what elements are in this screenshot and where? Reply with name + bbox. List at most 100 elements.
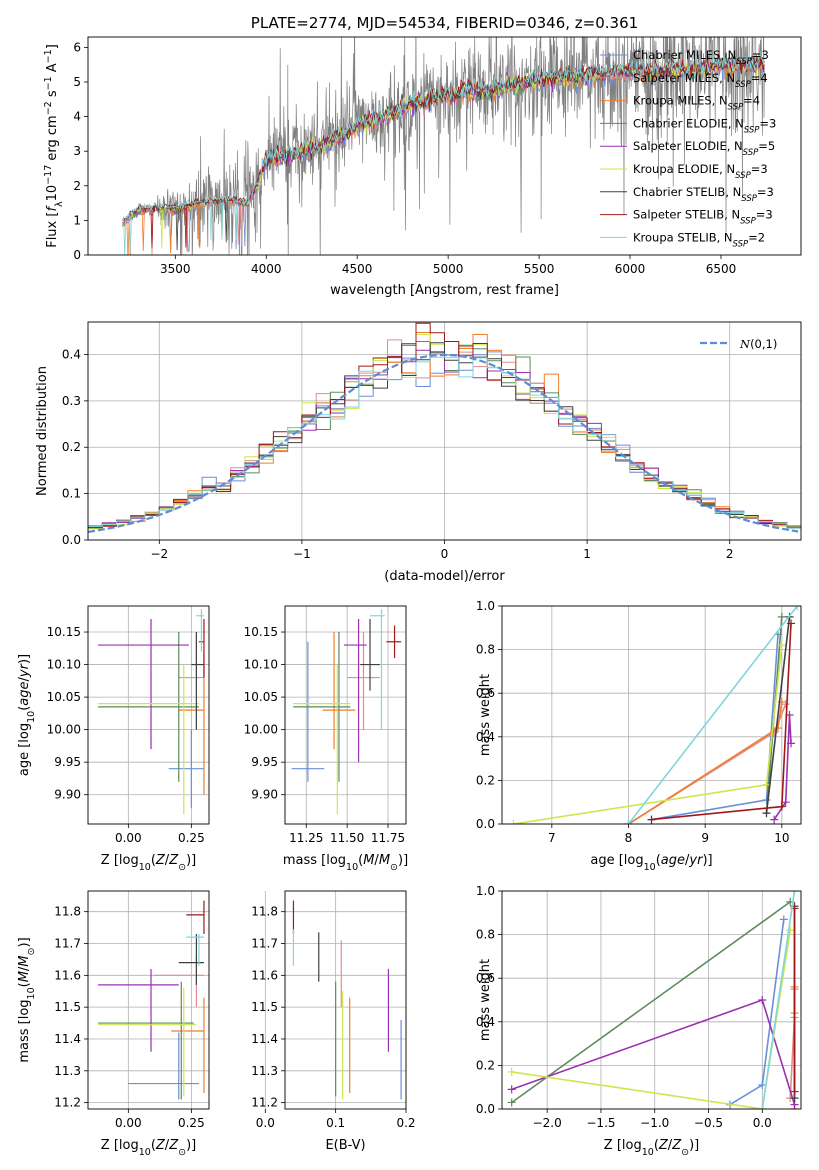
y-axis-label-part: ⊙	[26, 947, 37, 955]
legend-series-name: Kroupa STELIB, N	[633, 230, 733, 244]
x-axis-label-part: ⊙	[681, 1147, 689, 1158]
weight-marker	[777, 641, 786, 650]
x-axis-label-part: 10	[644, 862, 656, 873]
weight-line-0	[651, 634, 779, 821]
y-tick-label: 1.0	[476, 884, 495, 898]
x-tick-label: 9	[701, 831, 709, 845]
spectrum-plot-area	[122, 37, 765, 255]
legend-label-7: Salpeter STELIB, NSSP=3	[633, 208, 773, 227]
legend-label-3: Chabrier ELODIE, NSSP=3	[633, 116, 776, 135]
y-tick-label: 0	[73, 248, 81, 262]
x-axis-label-part: Z [log	[101, 1138, 139, 1153]
x-tick-label: 0.25	[178, 831, 205, 845]
weight-marker	[781, 700, 790, 709]
weight-line-8	[627, 606, 798, 824]
x-axis-label-part: age	[661, 853, 685, 868]
y-axis-label: mass [log10(M/M⊙)]	[17, 937, 37, 1062]
x-axis-label: Z [log10(Z/Z⊙)]	[604, 1138, 699, 1158]
weight-line-4	[773, 714, 792, 821]
y-axis-label-part: Flux [	[45, 212, 60, 248]
y-tick-label: 11.5	[251, 1000, 278, 1014]
legend-subscript: SSP	[735, 80, 751, 90]
y-axis-label-part: erg cm	[45, 115, 60, 164]
legend-gauss-symbol: N	[739, 337, 751, 351]
legend-nssp: =4	[751, 71, 768, 85]
normal-distribution-curve	[88, 353, 799, 533]
x-axis-label-part: 10	[139, 1147, 151, 1158]
weight-marker	[770, 815, 779, 824]
y-axis-label-part: s	[45, 90, 60, 101]
observed-spectrum-line	[122, 37, 765, 255]
weight-marker	[787, 739, 796, 748]
y-tick-label: 11.2	[251, 1096, 278, 1110]
y-tick-label: 10.05	[47, 690, 81, 704]
x-axis-label-part: )]	[689, 1138, 699, 1153]
x-axis-label-part: Z	[168, 1138, 179, 1153]
legend-nssp: =3	[759, 116, 776, 130]
weight-line-4	[511, 998, 796, 1105]
y-axis-label-part: /	[17, 676, 32, 681]
x-tick-label: 0	[441, 547, 449, 561]
y-tick-label: 10.10	[47, 658, 81, 672]
y-tick-label: 1	[73, 213, 81, 227]
x-tick-label: 0.2	[396, 1116, 415, 1130]
mass_vs_EBV-panel: 0.0 0.1 0.2 11.2 11.3 11.4 11.5 11.6 11.7 11.8 E(B…	[251, 890, 416, 1153]
weight-marker	[786, 926, 795, 935]
x-tick-label: 8	[625, 831, 633, 845]
x-axis-label: E(B-V)	[325, 1138, 365, 1153]
y-tick-label: 10.00	[244, 723, 278, 737]
x-axis-label-part: (	[151, 1138, 156, 1153]
x-axis-label-part: 10	[139, 862, 151, 873]
axes-frame	[501, 890, 802, 1110]
spectrum-panel: 3500 4000 4500 5000 5500 6000 6500 0 1 2 3 4 5 6 PLATE…	[43, 14, 802, 298]
legend-series-name: Salpeter ELODIE, N	[633, 139, 743, 153]
axes-frame	[87, 605, 210, 825]
x-tick-label: 6000	[615, 262, 646, 276]
legend-series-name: Salpeter STELIB, N	[633, 208, 740, 222]
x-axis-label-part: Z	[168, 853, 179, 868]
weight-marker	[647, 815, 656, 824]
x-tick-label: 5500	[524, 262, 555, 276]
legend-subscript: SSP	[740, 217, 756, 227]
y-axis-label-part: 10	[26, 711, 37, 723]
y-axis-label-part: M	[17, 971, 32, 982]
x-axis-label-part: yr	[688, 853, 704, 868]
legend-subscript: SSP	[741, 194, 757, 204]
x-axis-label-part: ⊙	[178, 862, 186, 873]
x-axis-label-part: ⊙	[390, 862, 398, 873]
weight-line-3	[511, 901, 791, 1104]
y-tick-label: 10.15	[244, 625, 278, 639]
x-tick-label: 11.50	[330, 831, 364, 845]
x-tick-label: 11.25	[289, 831, 323, 845]
weight-marker	[624, 820, 633, 824]
weight-marker	[762, 796, 771, 805]
legend-series-name: Kroupa ELODIE, N	[633, 162, 735, 176]
weight-line-6	[765, 616, 791, 814]
axes-frame	[284, 890, 407, 1110]
legend-nssp: =3	[757, 185, 774, 199]
x-axis-label-part: /	[374, 853, 379, 868]
y-axis-label-part: f	[45, 205, 60, 212]
y-axis-label-part: )]	[17, 654, 32, 664]
y-axis-label-part: −2	[43, 101, 54, 115]
y-tick-label: 11.8	[54, 905, 81, 919]
y-axis-label-part: 10	[26, 987, 37, 999]
y-tick-label: 10.10	[244, 658, 278, 672]
y-tick-label: 0.6	[476, 971, 495, 985]
legend-label-gauss: N(0,1)	[739, 337, 777, 351]
x-axis-label-part: 10	[642, 1147, 654, 1158]
x-axis-label-part: age [log	[590, 853, 643, 868]
x-axis-label-part: M	[363, 853, 374, 868]
legend-series-name: Salpeter MILES, N	[633, 71, 735, 85]
x-axis-label-part: (	[654, 1138, 659, 1153]
weight-marker	[777, 612, 786, 621]
axes-frame	[87, 321, 802, 541]
x-tick-label: 0.0	[753, 1116, 772, 1130]
y-tick-label: 11.5	[54, 1000, 81, 1014]
weight-marker	[790, 891, 799, 895]
y-axis-label-part: yr	[17, 662, 32, 678]
x-tick-label: 4000	[251, 262, 282, 276]
y-axis-label-part: (	[17, 982, 32, 987]
